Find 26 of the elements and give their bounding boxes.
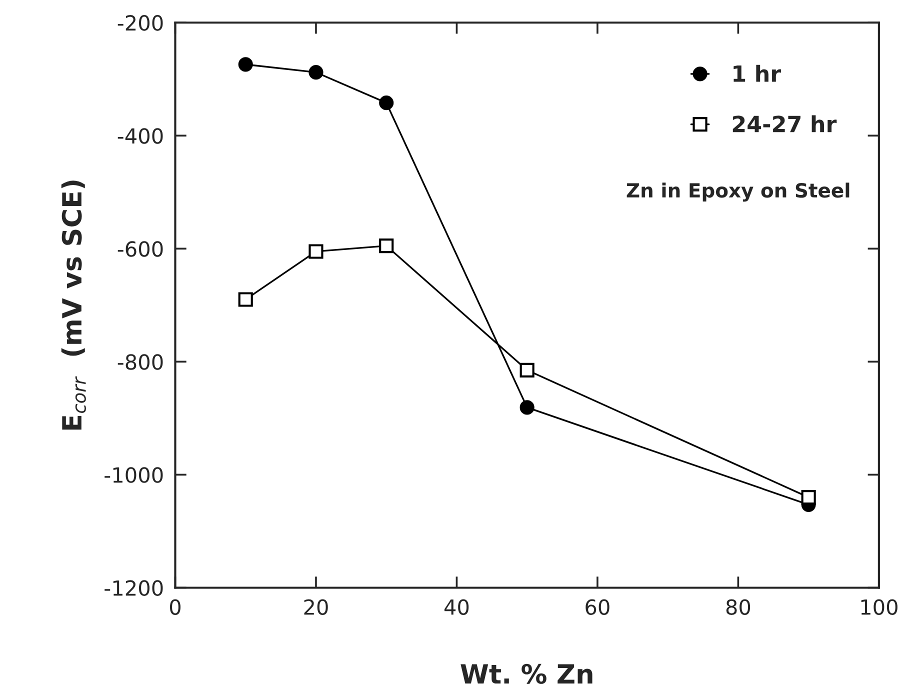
y-tick-label: -200 [118,15,163,31]
point [379,96,394,110]
y-tick-label: -1200 [104,580,163,596]
legend-label: 24-27 hr [732,115,837,132]
y-axis-title: E$_{corr}$ (mV vs SCE) [61,180,86,430]
point [520,362,534,378]
x-tick-label: 60 [586,599,610,615]
point [801,490,816,505]
point [238,292,253,307]
point [520,400,534,415]
y-tick-label: -400 [118,128,163,144]
x-axis-title: Wt. % Zn [460,664,592,684]
y-tick-label: -600 [118,241,163,257]
point [308,244,324,259]
x-tick-label: 20 [304,599,328,615]
y-tick-label: -800 [118,354,163,370]
point [379,238,394,254]
x-tick-label: 0 [170,599,180,615]
point [238,57,253,72]
y-tick-label: -1000 [104,467,163,483]
legend-label: 1 hr [734,64,782,82]
x-tick-label: 100 [861,599,898,615]
x-tick-label: 40 [444,599,469,615]
x-tick-label: 80 [726,599,750,615]
annotation: Zn in Epoxy on Steel [626,182,850,202]
point [308,65,324,80]
